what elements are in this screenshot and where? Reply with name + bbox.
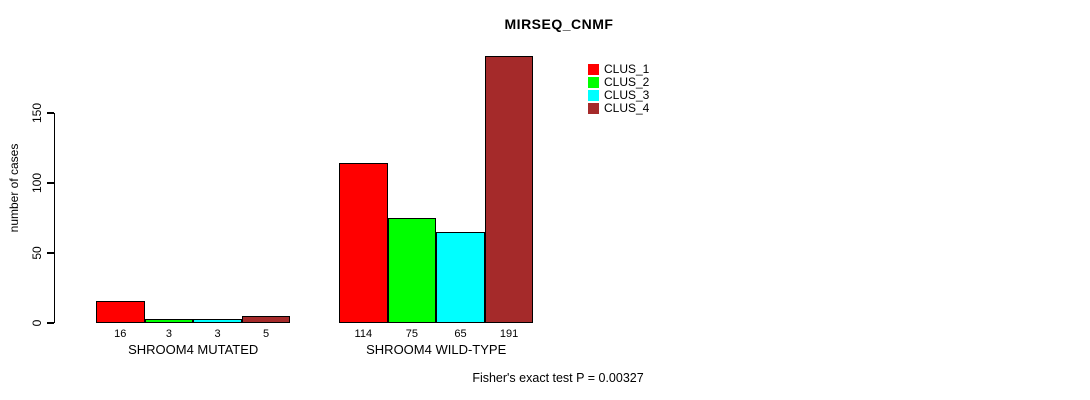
legend-swatch-icon bbox=[588, 64, 599, 75]
bar-value-label: 3 bbox=[165, 328, 172, 340]
bar-value-label: 75 bbox=[405, 328, 419, 340]
legend-label: CLUS_2 bbox=[604, 75, 650, 89]
category-label-shroom4-wild-type: SHROOM4 WILD-TYPE bbox=[366, 342, 507, 357]
legend-item-clus-3: CLUS_3 bbox=[588, 88, 650, 102]
legend-swatch-icon bbox=[588, 77, 599, 88]
y-axis-tick bbox=[46, 112, 54, 114]
y-axis-line bbox=[53, 113, 55, 323]
y-axis-tick-label: 50 bbox=[30, 246, 44, 260]
legend-label: CLUS_3 bbox=[604, 88, 650, 102]
stat-annotation: Fisher's exact test P = 0.00327 bbox=[472, 371, 644, 385]
chart-title: MIRSEQ_CNMF bbox=[504, 16, 614, 32]
bar-clus-2-shroom4-wild-type bbox=[387, 218, 437, 323]
bar-clus-3-shroom4-mutated bbox=[193, 318, 242, 323]
y-axis-tick bbox=[46, 322, 54, 324]
bar-clus-1-shroom4-wild-type bbox=[339, 163, 388, 323]
bar-value-label: 65 bbox=[454, 328, 467, 340]
legend-item-clus-1: CLUS_1 bbox=[588, 62, 650, 76]
bar-value-label: 16 bbox=[114, 328, 127, 340]
legend-swatch-icon bbox=[588, 90, 599, 101]
legend-item-clus-4: CLUS_4 bbox=[588, 101, 650, 115]
y-axis-label: number of cases bbox=[7, 143, 21, 233]
legend-item-clus-2: CLUS_2 bbox=[588, 75, 650, 89]
y-axis-tick bbox=[46, 252, 54, 254]
y-axis-tick-label: 100 bbox=[30, 172, 44, 194]
bar-value-label: 5 bbox=[263, 328, 270, 340]
y-axis-tick bbox=[46, 182, 54, 184]
bar-clus-4-shroom4-wild-type bbox=[484, 55, 534, 323]
legend-swatch-icon bbox=[588, 103, 599, 114]
bar-clus-3-shroom4-wild-type bbox=[436, 232, 485, 323]
category-label-shroom4-mutated: SHROOM4 MUTATED bbox=[128, 342, 259, 357]
bar-clus-1-shroom4-mutated bbox=[96, 300, 145, 323]
legend-label: CLUS_4 bbox=[604, 101, 650, 115]
y-axis-tick-label: 0 bbox=[30, 319, 44, 327]
legend-label: CLUS_1 bbox=[604, 62, 650, 76]
bar-clus-4-shroom4-mutated bbox=[241, 316, 291, 323]
y-axis-tick-label: 150 bbox=[30, 102, 44, 124]
bar-value-label: 3 bbox=[214, 328, 221, 340]
bar-value-label: 191 bbox=[499, 328, 519, 340]
legend: CLUS_1 CLUS_2 CLUS_3 CLUS_4 bbox=[588, 62, 650, 115]
bar-value-label: 114 bbox=[354, 328, 373, 340]
bar-clus-2-shroom4-mutated bbox=[144, 318, 194, 323]
